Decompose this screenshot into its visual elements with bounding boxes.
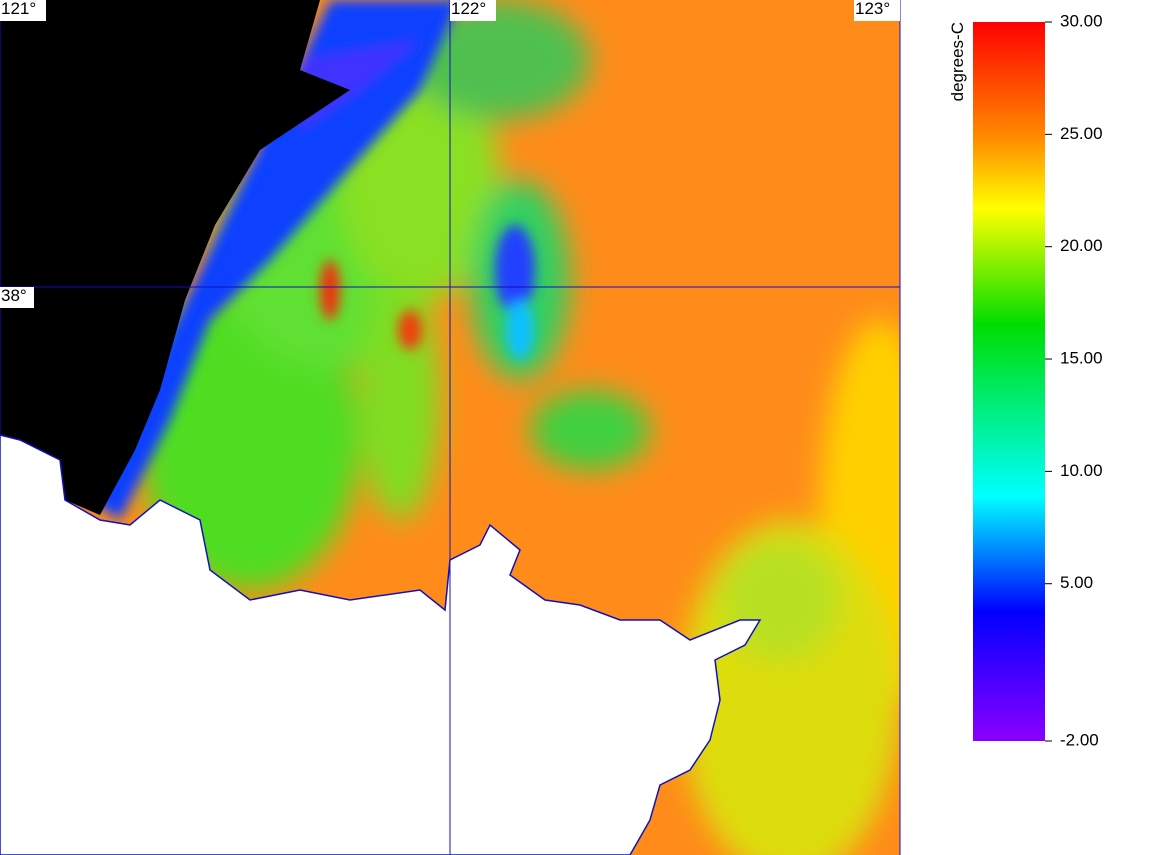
longitude-label: 121° [1,0,36,18]
colorbar [973,22,1045,741]
label-bg [450,0,496,21]
latitude-label: 38° [1,286,27,305]
label-bg [0,0,46,21]
colorbar-tick-label: 30.00 [1060,11,1103,30]
label-bg [854,0,900,21]
colorbar-label: degrees-C [948,22,967,101]
sst-image [0,0,900,855]
longitude-label: 122° [451,0,486,18]
colorbar-tick-label: 15.00 [1060,349,1103,368]
label-bg [0,287,34,308]
longitude-label: 123° [855,0,890,18]
colorbar-tick-label: 10.00 [1060,461,1103,480]
colorbar-tick-label: 5.00 [1060,573,1093,592]
colorbar-tick-label: 25.00 [1060,124,1103,143]
colorbar-tick-label: -2.00 [1060,730,1099,749]
colorbar-tick-label: 20.00 [1060,236,1103,255]
